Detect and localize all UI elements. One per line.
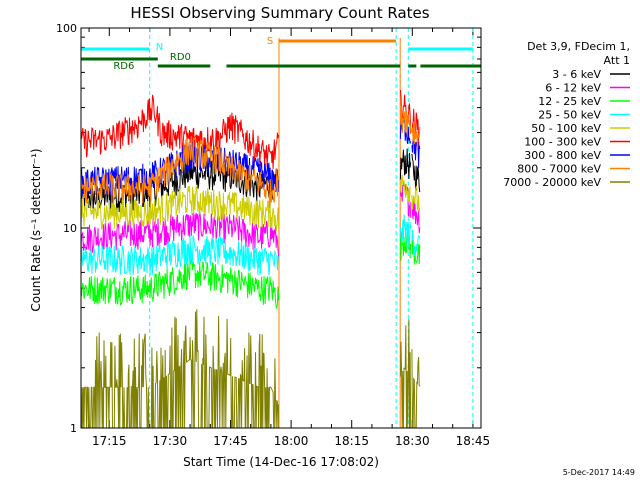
plot-area: 1 10 100 17:15 17:30 17:45 18:00 18:15 18:30 18:4… <box>56 22 490 448</box>
legend-header: Det 3,9, FDecim 1, Att 1 <box>527 40 630 67</box>
x-tick-label: 18:00 <box>274 434 309 448</box>
legend-header-line-1: Det 3,9, FDecim 1, <box>527 40 630 53</box>
x-tick-label: 17:15 <box>92 434 127 448</box>
y-tick-label: 100 <box>56 22 77 35</box>
series-line <box>80 214 421 276</box>
legend-label: 12 - 25 keV <box>538 95 601 108</box>
x-axis-label: Start Time (14-Dec-16 17:08:02) <box>183 455 379 469</box>
rd06-label: RD6 <box>113 61 134 72</box>
y-tick-label: 10 <box>63 222 77 235</box>
series-line <box>80 174 421 232</box>
x-tick-label: 18:45 <box>456 434 491 448</box>
series-line <box>80 89 421 170</box>
x-tick-label: 18:15 <box>334 434 369 448</box>
legend-label: 25 - 50 keV <box>538 109 601 122</box>
y-axis-label: Count Rate (s⁻¹ detector⁻¹) <box>29 148 43 311</box>
x-tick-label: 18:30 <box>395 434 430 448</box>
legend-label: 6 - 12 keV <box>545 82 601 95</box>
series-line <box>80 182 421 258</box>
chart-title: HESSI Observing Summary Count Rates <box>130 4 429 22</box>
x-tick-label: 17:45 <box>213 434 248 448</box>
legend-label: 100 - 300 keV <box>524 136 601 149</box>
legend-label: 50 - 100 keV <box>531 122 601 135</box>
legend-label: 800 - 7000 keV <box>517 163 601 176</box>
plot-frame <box>80 27 482 429</box>
x-tick-label: 17:30 <box>153 434 188 448</box>
rd0-label: RD0 <box>170 52 191 63</box>
footer-date: 5-Dec-2017 14:49 <box>563 468 635 477</box>
saa-label: S <box>267 36 273 47</box>
series-line <box>80 105 421 208</box>
legend-label: 300 - 800 keV <box>524 149 601 162</box>
legend-header-line-2: Att 1 <box>604 54 630 67</box>
legend-label: 7000 - 20000 keV <box>503 176 601 189</box>
legend-label: 3 - 6 keV <box>552 68 601 81</box>
series-line <box>81 309 421 429</box>
night-label: N <box>156 42 163 53</box>
y-tick-label: 1 <box>70 422 77 435</box>
